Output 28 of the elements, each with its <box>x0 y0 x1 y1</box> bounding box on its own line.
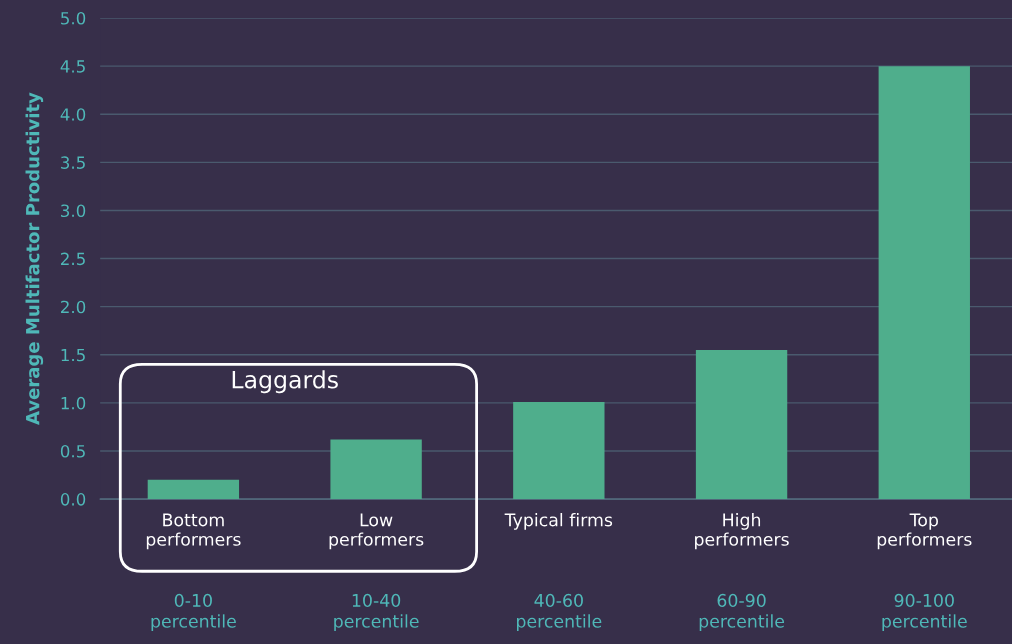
text: 90-100 percentile <box>882 593 967 632</box>
x-tick-label: Typical firms <box>504 512 613 530</box>
text: 10-40 percentile <box>334 593 419 632</box>
x-tick-label: High performers <box>695 512 789 550</box>
y-tick-label: 4.5 <box>60 60 85 73</box>
y-tick-label: 0.0 <box>60 493 86 506</box>
y-tick-label: 3.0 <box>61 204 86 218</box>
x-tick-label: Top performers <box>877 513 972 550</box>
bar <box>513 401 605 500</box>
y-tick-label: 1.0 <box>61 396 86 410</box>
bar <box>147 479 240 500</box>
y-tick-label: 1.5 <box>61 348 85 362</box>
y-tick-label: 4.0 <box>60 108 86 121</box>
y-tick-label: 3.5 <box>61 156 85 169</box>
y-tick-label: 2.5 <box>61 252 85 266</box>
x-tick-label: Low performers <box>329 513 424 550</box>
y-tick-label: 0.5 <box>60 444 85 458</box>
bar <box>330 439 422 500</box>
y-tick-label: 5.0 <box>61 11 86 25</box>
y-axis-title: Average Multifactor Productivity <box>25 92 44 425</box>
y-tick-label: 2.0 <box>61 300 86 314</box>
text: 60-90 percentile <box>699 593 785 632</box>
x-tick-label: Bottom performers <box>146 513 241 550</box>
text: 0-10 percentile <box>151 593 236 632</box>
bar <box>878 66 970 500</box>
bar <box>695 349 788 500</box>
annotation: Laggards <box>232 370 338 394</box>
text: 40-60 percentile <box>517 593 602 632</box>
